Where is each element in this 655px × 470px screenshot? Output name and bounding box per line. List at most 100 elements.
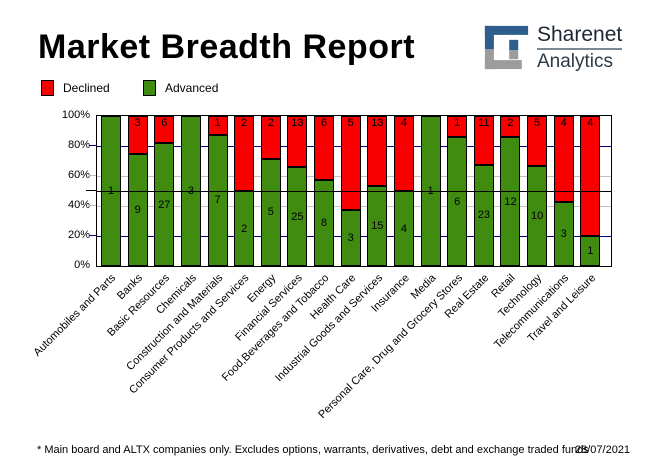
sharenet-logo: Sharenet Analytics — [484, 23, 623, 73]
advanced-segment: 1 — [580, 236, 601, 266]
advanced-count-label: 2 — [241, 222, 248, 235]
advanced-segment: 6 — [447, 137, 468, 266]
sharenet-logo-icon — [484, 26, 529, 70]
advanced-count-label: 9 — [134, 203, 141, 216]
y-axis-tick-label: 0% — [74, 259, 90, 271]
y-tick-20 — [89, 235, 96, 236]
advanced-segment: 27 — [154, 143, 175, 266]
declined-segment: 4 — [393, 116, 414, 191]
declined-segment: 4 — [553, 116, 574, 202]
declined-count-label: 1 — [214, 117, 221, 129]
y-axis-tick-label: 60% — [67, 169, 90, 181]
advanced-count-label: 6 — [454, 195, 461, 208]
declined-segment: 3 — [127, 116, 148, 154]
logo-brand-suffix: Analytics — [537, 51, 614, 73]
declined-count-label: 2 — [241, 117, 248, 129]
advanced-segment: 10 — [527, 166, 548, 266]
advanced-segment: 2 — [234, 191, 255, 266]
declined-count-label: 2 — [507, 117, 514, 129]
advanced-segment: 15 — [367, 185, 388, 266]
declined-count-label: 13 — [371, 117, 384, 129]
y-axis-tick-label: 100% — [61, 109, 90, 121]
declined-color-swatch — [41, 80, 54, 96]
declined-segment: 6 — [154, 116, 175, 144]
declined-count-label: 4 — [400, 117, 407, 129]
advanced-count-label: 5 — [267, 206, 274, 219]
legend-label-advanced: Advanced — [165, 81, 219, 95]
bar-industrial-goods-and-services: 13 15 — [367, 116, 388, 266]
declined-count-label: 4 — [587, 117, 594, 129]
declined-count-label: 1 — [454, 117, 461, 129]
advanced-segment: 4 — [393, 191, 414, 266]
bar-real-estate: 11 23 — [473, 116, 494, 266]
declined-segment: 5 — [340, 116, 361, 210]
legend-label-declined: Declined — [63, 81, 110, 95]
bar-basic-resources: 6 27 — [154, 116, 175, 266]
y-tick-80 — [89, 145, 96, 146]
bar-financial-services: 13 25 — [287, 116, 308, 266]
advanced-count-label: 4 — [400, 222, 407, 235]
declined-count-label: 6 — [161, 117, 168, 129]
advanced-count-label: 25 — [291, 210, 304, 223]
declined-count-label: 4 — [560, 117, 567, 129]
x-axis-label: Automobiles and Parts — [31, 272, 119, 359]
advanced-count-label: 7 — [214, 194, 221, 207]
advanced-count-label: 12 — [504, 195, 517, 208]
advanced-segment: 8 — [314, 180, 335, 266]
advanced-segment: 25 — [287, 167, 308, 266]
declined-count-label: 5 — [347, 117, 354, 129]
advanced-count-label: 8 — [320, 217, 328, 230]
logo-brand-name: Sharenet — [537, 23, 623, 51]
y-axis-tick-label: 40% — [67, 199, 90, 211]
advanced-segment: 3 — [553, 201, 574, 266]
advanced-count-label: 23 — [477, 209, 490, 222]
footnote: * Main board and ALTX companies only. Ex… — [37, 444, 589, 456]
y-tick-40 — [89, 205, 96, 206]
advanced-segment: 23 — [473, 164, 494, 266]
advanced-count-label: 1 — [587, 245, 594, 257]
plot-area: 1396273172225132568531315441161123212510… — [96, 115, 612, 267]
advanced-color-swatch — [143, 80, 156, 96]
advanced-segment: 3 — [340, 209, 361, 266]
logo-text: Sharenet Analytics — [537, 23, 623, 73]
advanced-segment: 9 — [127, 153, 148, 266]
declined-segment: 11 — [473, 116, 494, 165]
advanced-count-label: 15 — [371, 219, 384, 232]
y-axis-tick-label: 80% — [67, 139, 90, 151]
report-date: 28/07/2021 — [575, 444, 631, 456]
y-tick-60 — [89, 175, 96, 176]
declined-segment: 6 — [314, 116, 335, 181]
declined-count-label: 3 — [134, 117, 141, 129]
declined-segment: 2 — [234, 116, 255, 191]
advanced-count-label: 3 — [560, 227, 567, 240]
declined-count-label: 2 — [267, 117, 274, 129]
advanced-segment: 5 — [260, 158, 281, 266]
y-axis-tick-label: 20% — [67, 229, 90, 241]
declined-count-label: 6 — [320, 117, 328, 129]
declined-count-label: 13 — [291, 117, 304, 129]
advanced-count-label: 3 — [347, 231, 354, 244]
declined-count-label: 11 — [478, 117, 490, 129]
legend-item-declined: Declined — [41, 80, 110, 96]
advanced-count-label: 10 — [530, 210, 544, 222]
legend-item-advanced: Advanced — [143, 80, 218, 96]
declined-segment: 5 — [527, 116, 548, 166]
advanced-segment: 12 — [500, 137, 521, 266]
declined-segment: 13 — [367, 116, 388, 186]
declined-segment: 1 — [447, 116, 468, 138]
declined-segment: 4 — [580, 116, 601, 236]
declined-segment: 2 — [500, 116, 521, 138]
declined-segment: 1 — [207, 116, 228, 135]
declined-count-label: 5 — [534, 117, 541, 129]
gridline-50 — [97, 190, 611, 192]
y-tick-50 — [86, 190, 96, 191]
